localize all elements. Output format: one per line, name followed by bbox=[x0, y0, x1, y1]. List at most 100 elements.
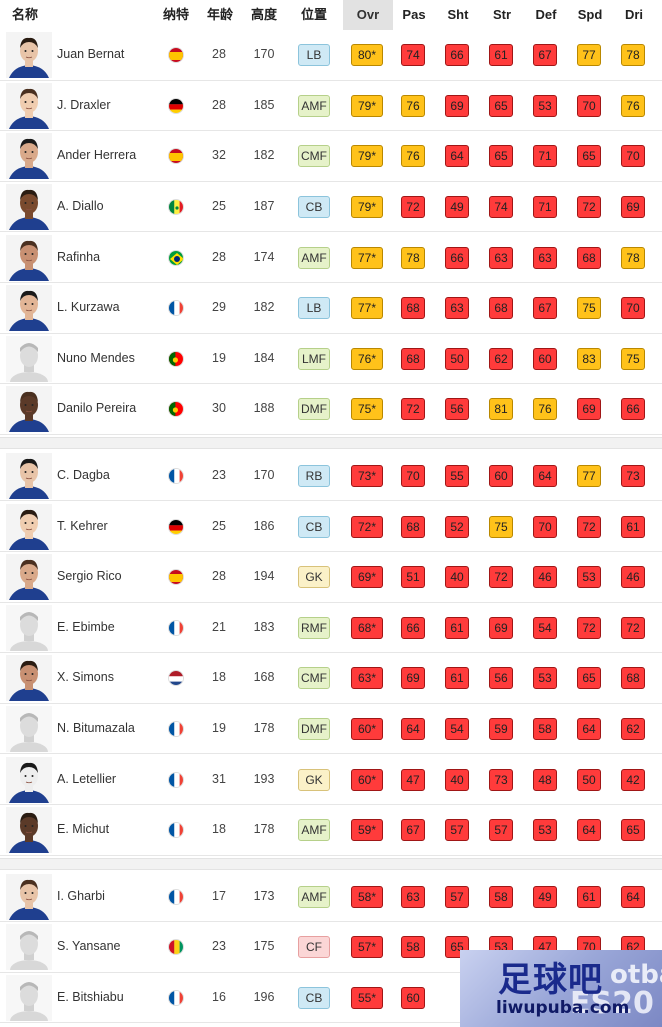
table-row[interactable]: Juan Bernat 28 170 LB 80* 74 66 61 67 77 78 bbox=[0, 30, 662, 81]
table-row[interactable]: L. Kurzawa 29 182 LB 77* 68 63 68 67 75 70 bbox=[0, 283, 662, 334]
player-name[interactable]: E. Ebimbe bbox=[57, 619, 115, 634]
def-rating: 53 bbox=[533, 819, 557, 842]
player-name[interactable]: E. Michut bbox=[57, 822, 110, 837]
player-name[interactable]: Nuno Mendes bbox=[57, 350, 135, 365]
player-age: 31 bbox=[212, 771, 226, 786]
player-avatar bbox=[6, 386, 52, 433]
pas-rating: 70 bbox=[401, 465, 425, 488]
player-name[interactable]: C. Dagba bbox=[57, 468, 110, 483]
table-row[interactable]: N. Bitumazala 19 178 DMF 60* 64 54 59 58 64 62 bbox=[0, 703, 662, 755]
player-name[interactable]: N. Bitumazala bbox=[57, 721, 135, 736]
ovr-rating: 68* bbox=[351, 616, 383, 639]
player-avatar bbox=[6, 975, 52, 1022]
table-row[interactable]: A. Letellier 31 193 GK 60* 47 40 73 48 50 42 bbox=[0, 754, 662, 805]
table-row[interactable]: T. Kehrer 25 186 CB 72* 68 52 75 70 72 61 bbox=[0, 501, 662, 552]
column-header-height[interactable]: 高度 bbox=[250, 7, 277, 22]
table-row[interactable]: E. Michut 18 178 AMF 59* 67 57 57 53 64 65 bbox=[0, 805, 662, 856]
column-header-ovr[interactable]: Ovr bbox=[343, 0, 393, 30]
pas-rating: 69 bbox=[401, 667, 425, 690]
position-badge: LB bbox=[298, 297, 330, 320]
sht-rating: 54 bbox=[445, 718, 469, 741]
player-name[interactable]: Rafinha bbox=[57, 249, 101, 264]
dri-rating: 73 bbox=[621, 465, 645, 488]
player-name[interactable]: Sergio Rico bbox=[57, 569, 122, 584]
def-rating: 67 bbox=[533, 297, 557, 320]
column-header-str[interactable]: Str bbox=[492, 7, 512, 22]
pas-rating: 47 bbox=[401, 768, 425, 791]
spd-rating: 77 bbox=[577, 44, 601, 67]
player-age: 18 bbox=[212, 822, 226, 837]
player-name[interactable]: I. Gharbi bbox=[57, 888, 105, 903]
watermark-background-text-2: ES20 bbox=[570, 986, 654, 1021]
table-row[interactable]: Sergio Rico 28 194 GK 69* 51 40 72 46 53 46 bbox=[0, 552, 662, 603]
player-age: 29 bbox=[212, 300, 226, 315]
sht-rating: 64 bbox=[445, 145, 469, 168]
column-header-name[interactable]: 名称 bbox=[12, 7, 39, 22]
player-name[interactable]: J. Draxler bbox=[57, 97, 111, 112]
table-row[interactable]: X. Simons 18 168 CMF 63* 69 61 56 53 65 68 bbox=[0, 653, 662, 704]
spd-rating: 64 bbox=[577, 718, 601, 741]
spd-rating: 65 bbox=[577, 667, 601, 690]
pas-rating: 68 bbox=[401, 297, 425, 320]
player-name[interactable]: A. Diallo bbox=[57, 199, 104, 214]
def-rating: 48 bbox=[533, 768, 557, 791]
player-age: 28 bbox=[212, 249, 226, 264]
player-name[interactable]: T. Kehrer bbox=[57, 518, 108, 533]
player-avatar bbox=[6, 554, 52, 601]
player-age: 28 bbox=[212, 569, 226, 584]
pas-rating: 51 bbox=[401, 566, 425, 589]
table-row[interactable]: Nuno Mendes 19 184 LMF 76* 68 50 62 60 83 75 bbox=[0, 333, 662, 385]
spd-rating: 64 bbox=[577, 819, 601, 842]
column-header-age[interactable]: 年龄 bbox=[206, 7, 233, 22]
position-badge: DMF bbox=[298, 398, 330, 421]
france-flag-icon bbox=[168, 300, 184, 317]
player-name[interactable]: Ander Herrera bbox=[57, 148, 137, 163]
player-name[interactable]: Juan Bernat bbox=[57, 47, 125, 62]
dri-rating: 64 bbox=[621, 885, 645, 908]
player-name[interactable]: X. Simons bbox=[57, 670, 114, 685]
sht-rating: 52 bbox=[445, 515, 469, 538]
table-row[interactable]: Rafinha 28 174 AMF 77* 78 66 63 63 68 78 bbox=[0, 232, 662, 283]
column-header-dri[interactable]: Dri bbox=[624, 7, 644, 22]
table-row[interactable]: A. Diallo 25 187 CB 79* 72 49 74 71 72 69 bbox=[0, 181, 662, 233]
table-row[interactable]: Ander Herrera 32 182 CMF 79* 76 64 65 71 65 70 bbox=[0, 131, 662, 182]
table-row[interactable]: E. Ebimbe 21 183 RMF 68* 66 61 69 54 72 72 bbox=[0, 602, 662, 654]
position-badge: LMF bbox=[298, 347, 330, 370]
sht-rating: 57 bbox=[445, 885, 469, 908]
france-flag-icon bbox=[168, 468, 184, 485]
column-header-spd[interactable]: Spd bbox=[577, 7, 603, 22]
sht-rating: 49 bbox=[445, 196, 469, 219]
player-name[interactable]: Danilo Pereira bbox=[57, 401, 137, 416]
table-row[interactable]: I. Gharbi 17 173 AMF 58* 63 57 58 49 61 64 bbox=[0, 871, 662, 923]
sht-rating: 66 bbox=[445, 246, 469, 269]
netherlands-flag-icon bbox=[168, 670, 184, 687]
table-row[interactable]: Danilo Pereira 30 188 DMF 75* 72 56 81 76 69 66 bbox=[0, 384, 662, 435]
position-badge: DMF bbox=[298, 718, 330, 741]
player-height: 175 bbox=[253, 939, 275, 954]
player-name[interactable]: L. Kurzawa bbox=[57, 300, 120, 315]
player-name[interactable]: S. Yansane bbox=[57, 939, 121, 954]
dri-rating: 72 bbox=[621, 616, 645, 639]
table-header: 名称 纳特 年龄 高度 位置 Ovr Pas Sht Str Def Spd D… bbox=[0, 0, 662, 30]
column-header-sht[interactable]: Sht bbox=[447, 7, 469, 22]
column-header-def[interactable]: Def bbox=[535, 7, 557, 22]
table-row[interactable]: C. Dagba 23 170 RB 73* 70 55 60 64 77 73 bbox=[0, 450, 662, 502]
str-rating: 58 bbox=[489, 885, 513, 908]
str-rating: 62 bbox=[489, 347, 513, 370]
str-rating: 68 bbox=[489, 297, 513, 320]
player-height: 183 bbox=[253, 619, 275, 634]
column-header-pas[interactable]: Pas bbox=[402, 7, 426, 22]
player-avatar bbox=[6, 32, 52, 79]
player-age: 25 bbox=[212, 199, 226, 214]
str-rating: 81 bbox=[489, 398, 513, 421]
column-header-position[interactable]: 位置 bbox=[300, 7, 327, 22]
player-age: 17 bbox=[212, 888, 226, 903]
spain-flag-icon bbox=[168, 569, 184, 586]
player-name[interactable]: A. Letellier bbox=[57, 771, 117, 786]
str-rating: 73 bbox=[489, 768, 513, 791]
player-age: 23 bbox=[212, 939, 226, 954]
player-name[interactable]: E. Bitshiabu bbox=[57, 990, 124, 1005]
pas-rating: 58 bbox=[401, 936, 425, 959]
table-row[interactable]: J. Draxler 28 185 AMF 79* 76 69 65 53 70 76 bbox=[0, 80, 662, 132]
column-header-nationality[interactable]: 纳特 bbox=[162, 7, 189, 22]
